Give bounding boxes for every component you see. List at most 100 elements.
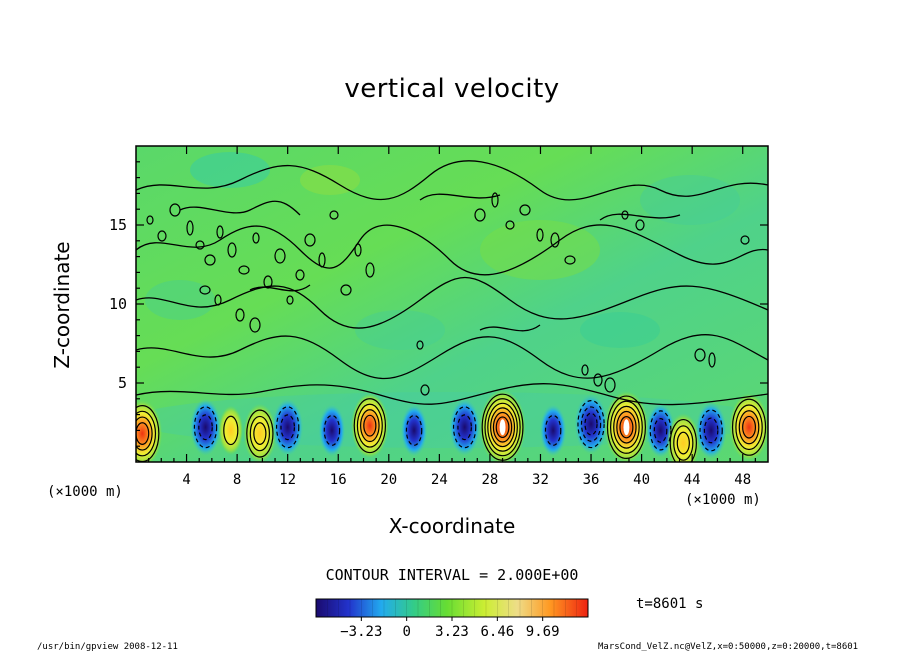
contour-interval-label: CONTOUR INTERVAL = 2.000E+00 [325,566,579,584]
x-tick-label-8: 36 [583,472,600,488]
x-tick-label-9: 40 [633,472,650,488]
contour-loop-33 [581,364,589,376]
chart-title: vertical velocity [344,74,560,104]
contour-loop-20 [199,285,211,295]
cell-ring-16-3 [738,410,760,445]
cell-ring-12-2 [609,400,643,454]
contour-loop-38 [694,348,706,362]
cell-ring-3-3 [253,422,267,445]
cell-ring-3-1 [246,409,274,458]
cell-ring-8-2 [457,414,472,441]
contour-loop-24 [416,340,424,350]
cbar-tick-label-2: 3.23 [435,624,469,640]
cell-ring-6-4 [363,414,377,437]
cell-16 [729,393,768,461]
contour-loop-27 [491,192,499,208]
contour-loop-1 [157,230,167,242]
cell-ring-11-1 [577,400,605,449]
time-label: t=8601 s [636,596,704,612]
cell-ring-12-3 [613,405,640,449]
contour-loop-13 [295,269,305,281]
cell-ring-16-4 [742,415,757,439]
contour-loop-22 [235,308,245,322]
contour-loop-3 [186,220,194,236]
cell-ring-6-2 [356,403,383,448]
contour-loop-19 [365,262,375,278]
cell-ring-0-4 [136,422,150,445]
cell-ring-15-2 [703,417,719,444]
cell-7 [400,404,428,457]
heatmap-field [136,146,768,462]
colorbar-ticks [315,599,589,621]
colorbar-tick-labels: −3.23 0 3.23 6.46 9.69 [340,624,559,640]
contour-loop-39 [708,352,716,368]
x-tick-label-6: 28 [481,472,498,488]
cell-core-9 [499,419,506,436]
contour-loop-36 [621,210,629,220]
x-tick-label-10: 44 [684,472,701,488]
x-tick-label-11: 48 [734,472,751,488]
cell-ring-1-1 [193,406,218,449]
contour-loop-15 [318,252,326,268]
x-tick-label-7: 32 [532,472,549,488]
cell-ring-0-3 [136,416,153,451]
cell-ring-9-4 [490,407,516,448]
cell-ring-14-2 [673,425,694,461]
y-tick-labels: 5 10 15 [109,216,127,392]
cell-ring-0-2 [136,410,157,457]
cell-ring-4-1 [275,406,300,449]
cell-ring-9-3 [487,402,518,452]
cbar-tick-label-1: 0 [402,624,410,640]
contour-loop-18 [354,243,362,257]
contour-loop-4 [195,240,205,250]
cell-ring-13-1 [649,410,672,451]
footer-right: MarsCond_VelZ.nc@VelZ,x=0:50000,z=0:2000… [598,642,859,652]
cell-ring-1-2 [198,414,213,441]
contour-lines [136,160,768,406]
contour-loop-21 [214,294,222,306]
cbar-tick-label-4: 9.69 [526,624,560,640]
x-tick-label-5: 24 [431,472,448,488]
cell-3 [243,403,277,462]
contour-loop-11 [274,248,286,264]
cell-ring-13-2 [653,418,668,443]
contour-loop-30 [536,228,544,242]
cell-ring-16-1 [731,398,767,456]
cell-ring-9-2 [484,398,521,457]
axis-ticks [136,146,768,462]
x-tick-label-2: 12 [279,472,296,488]
contour-loop-28 [505,220,515,230]
contour-loop-25 [420,384,430,396]
x-unit-left: (×1000 m) [47,484,123,500]
cell-ring-5-1 [323,414,341,446]
cell-ring-14-1 [669,418,697,462]
contour-loop-2 [169,203,181,217]
contour-loop-40 [740,235,750,245]
cell-ring-6-3 [360,409,380,443]
cell-ring-9-5 [492,411,513,443]
cell-6 [351,393,389,459]
contour-loop-8 [238,265,250,275]
cell-0 [136,399,163,462]
contour-loop-35 [604,377,616,393]
cell-ring-7-1 [405,414,423,446]
y-tick-label-1: 10 [109,295,127,313]
cell-ring-4-2 [280,414,295,441]
contour-loop-29 [519,204,531,216]
cell-ring-12-5 [619,416,634,439]
x-axis-label: X-coordinate [388,514,516,538]
y-tick-label-0: 5 [118,374,127,392]
x-tick-label-1: 8 [233,472,241,488]
contour-loop-17 [340,284,352,296]
contour-loop-6 [216,225,224,239]
contour-loop-12 [286,295,294,305]
cell-ring-10-1 [544,414,562,446]
cell-ring-6-1 [353,398,387,454]
contour-loop-32 [564,255,576,265]
contour-loop-14 [304,233,316,247]
x-tick-label-4: 20 [380,472,397,488]
cell-core-12 [623,419,630,436]
cell-11 [574,394,608,454]
cbar-tick-label-0: −3.23 [340,624,382,640]
